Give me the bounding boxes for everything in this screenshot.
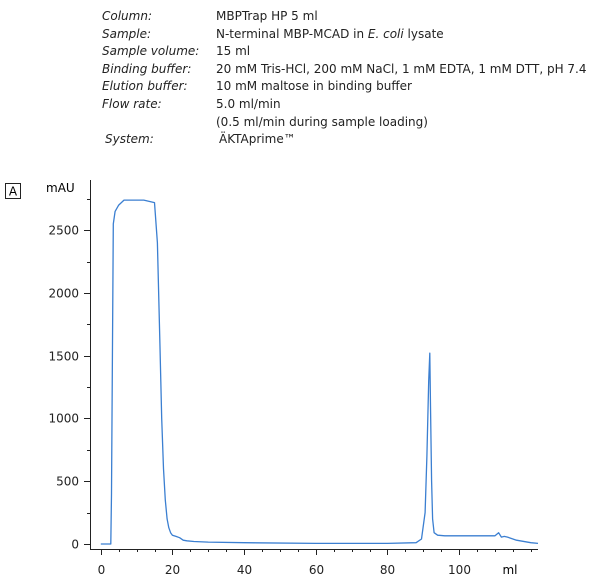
panel-label-text: A bbox=[9, 185, 18, 199]
condition-value-text: 20 mM Tris-HCl, 200 mM NaCl, 1 mM EDTA, … bbox=[216, 61, 587, 76]
condition-value: 20 mM Tris-HCl, 200 mM NaCl, 1 mM EDTA, … bbox=[216, 61, 587, 79]
condition-value-text: 5.0 ml/min bbox=[216, 96, 281, 111]
y-tick-label: 2500 bbox=[48, 224, 79, 238]
condition-value: N-terminal MBP-MCAD in E. coli lysate bbox=[216, 26, 444, 44]
condition-value-text: 15 ml bbox=[216, 44, 251, 59]
condition-value-text: ÄKTAprime™ bbox=[219, 132, 296, 147]
x-tick-label: 0 bbox=[98, 563, 106, 575]
condition-value-text: 10 mM maltose in binding buffer bbox=[216, 79, 412, 94]
condition-row: System: ÄKTAprime™ bbox=[105, 131, 587, 149]
y-tick-label: 1500 bbox=[48, 350, 79, 364]
series-group bbox=[100, 199, 539, 545]
condition-label: Flow rate: bbox=[102, 96, 162, 111]
condition-label: Sample volume: bbox=[102, 44, 200, 59]
condition-value: 5.0 ml/min (0.5 ml/min during sample load… bbox=[216, 96, 428, 131]
condition-row: Binding buffer: 20 mM Tris-HCl, 200 mM Na… bbox=[102, 61, 587, 79]
panel-label: A bbox=[5, 183, 21, 199]
x-tick-label: 40 bbox=[237, 563, 252, 575]
x-tick-label: 60 bbox=[309, 563, 324, 575]
condition-label: System: bbox=[105, 132, 154, 147]
condition-value: 10 mM maltose in binding buffer bbox=[216, 78, 412, 96]
condition-value-text: (0.5 ml/min during sample loading) bbox=[216, 114, 428, 129]
condition-value: ÄKTAprime™ bbox=[219, 131, 296, 149]
x-tick-label: 20 bbox=[165, 563, 180, 575]
x-axis-unit: ml bbox=[502, 563, 517, 575]
condition-label: Elution buffer: bbox=[102, 79, 188, 94]
y-tick-label: 1000 bbox=[48, 412, 79, 426]
uv-absorbance-trace bbox=[100, 199, 539, 545]
condition-value-text: lysate bbox=[403, 26, 444, 41]
axes bbox=[90, 180, 538, 550]
condition-row: Elution buffer: 10 mM maltose in binding … bbox=[102, 78, 587, 96]
condition-value: MBPTrap HP 5 ml bbox=[216, 8, 318, 26]
x-tick-label: 100 bbox=[448, 563, 471, 575]
axis-ticks: 0 500 1000 1500 2000 2500 0 20 40 60 80 100 bbox=[48, 199, 532, 575]
y-tick-label: 2000 bbox=[48, 287, 79, 301]
y-tick-label: 500 bbox=[56, 475, 79, 489]
y-axis-unit: mAU bbox=[46, 181, 75, 195]
x-tick-label: 80 bbox=[380, 563, 395, 575]
condition-value-text: N-terminal MBP-MCAD in bbox=[216, 26, 368, 41]
y-tick-label: 0 bbox=[71, 538, 79, 552]
condition-value-text: E. coli bbox=[367, 26, 404, 41]
condition-row: Sample volume: 15 ml bbox=[102, 43, 587, 61]
condition-label: Sample: bbox=[102, 26, 152, 41]
condition-label: Binding buffer: bbox=[102, 61, 192, 76]
condition-row: Flow rate: 5.0 ml/min (0.5 ml/min during s… bbox=[102, 96, 587, 131]
condition-value-text: MBPTrap HP 5 ml bbox=[216, 9, 318, 23]
condition-row: Column: MBPTrap HP 5 ml bbox=[102, 8, 587, 26]
condition-row: Sample: N-terminal MBP-MCAD in E. coli ly… bbox=[102, 26, 587, 44]
run-conditions: Column: MBPTrap HP 5 ml Sample: N-terminal … bbox=[102, 8, 587, 149]
condition-label: Column: bbox=[102, 9, 152, 23]
condition-value: 15 ml bbox=[216, 43, 250, 61]
